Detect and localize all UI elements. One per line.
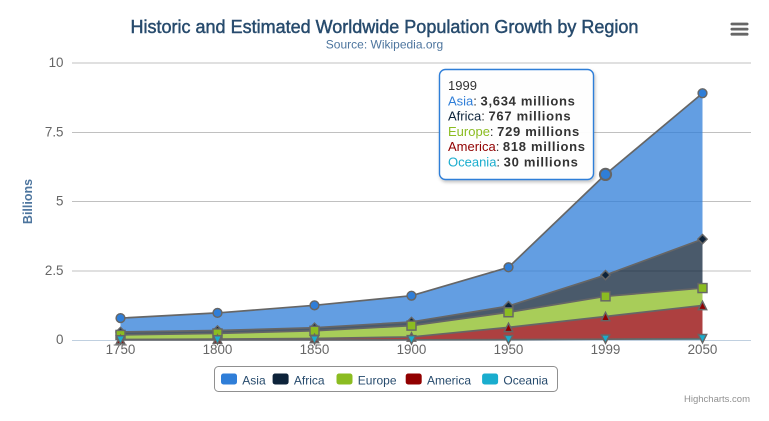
svg-text:Europe: Europe [358, 374, 397, 388]
svg-text:1950: 1950 [494, 342, 524, 357]
svg-text:Source: Wikipedia.org: Source: Wikipedia.org [326, 38, 443, 52]
svg-text:1999: 1999 [448, 78, 477, 93]
svg-text:2050: 2050 [688, 342, 718, 357]
svg-text:America: 818 millions: America: 818 millions [448, 139, 586, 154]
svg-text:Billions: Billions [21, 179, 35, 224]
svg-text:Europe: 729 millions: Europe: 729 millions [448, 124, 580, 139]
svg-text:America: America [427, 374, 471, 388]
svg-text:7.5: 7.5 [45, 124, 64, 139]
svg-text:10: 10 [49, 55, 64, 70]
svg-text:Oceania: Oceania [503, 374, 548, 388]
svg-text:Africa: Africa [294, 374, 325, 388]
svg-text:Historic and Estimated Worldwi: Historic and Estimated Worldwide Populat… [131, 17, 639, 37]
svg-text:1750: 1750 [106, 342, 136, 357]
svg-text:5: 5 [56, 194, 63, 209]
svg-text:1900: 1900 [397, 342, 427, 357]
svg-text:2.5: 2.5 [45, 263, 64, 278]
svg-text:Oceania: 30 millions: Oceania: 30 millions [448, 155, 579, 170]
svg-text:Asia: 3,634 millions: Asia: 3,634 millions [448, 93, 576, 108]
svg-text:1850: 1850 [300, 342, 330, 357]
svg-text:1999: 1999 [591, 342, 621, 357]
svg-text:Asia: Asia [242, 374, 266, 388]
svg-text:1800: 1800 [203, 342, 233, 357]
svg-text:Africa: 767 millions: Africa: 767 millions [448, 109, 571, 124]
svg-text:Highcharts.com: Highcharts.com [684, 394, 750, 405]
svg-text:0: 0 [56, 332, 63, 347]
